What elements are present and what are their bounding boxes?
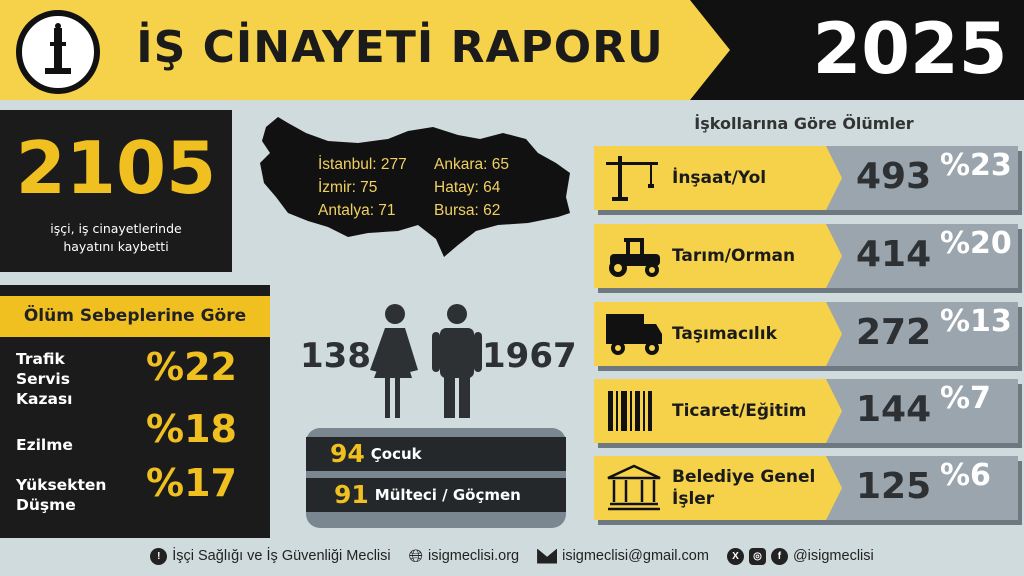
cause-item: Ezilme %18: [16, 410, 266, 455]
man-icon: [432, 304, 482, 418]
sector-label: Taşımacılık: [672, 324, 777, 344]
sector-row: Tarım/Orman 414 %20: [594, 224, 1018, 288]
sector-count: 144: [856, 389, 932, 430]
tractor-icon: [604, 232, 664, 280]
sector-row: Ticaret/Eğitim 144 %7: [594, 379, 1018, 443]
sector-pct: %13: [940, 304, 1012, 339]
cause-pct: %17: [146, 461, 237, 505]
city-stat: Bursa: 62: [434, 202, 501, 219]
sector-pct: %6: [940, 458, 991, 493]
facebook-icon[interactable]: f: [770, 547, 788, 565]
sector-count: 125: [856, 466, 932, 507]
footer: ! İşçi Sağlığı ve İş Güvenliği Meclisi 🌐︎…: [0, 540, 1024, 572]
sector-count: 272: [856, 312, 932, 353]
people-icon: [370, 304, 482, 418]
group-row-children: 94 Çocuk: [306, 437, 566, 471]
x-icon[interactable]: X: [726, 547, 744, 565]
city-stat: Ankara: 65: [434, 156, 509, 173]
footer-org: İşçi Sağlığı ve İş Güvenliği Meclisi: [172, 548, 391, 564]
sector-count: 414: [856, 234, 932, 275]
city-stat: Antalya: 71: [318, 202, 396, 219]
sector-label-bg: [594, 146, 842, 210]
group-label: Çocuk: [370, 445, 422, 463]
truck-icon: [604, 310, 664, 358]
tower-icon: [45, 23, 71, 74]
men-count: 1967: [482, 336, 577, 376]
sector-label: Belediye Genel İşler: [672, 467, 816, 509]
sector-pct: %20: [940, 226, 1012, 261]
sector-row: Belediye Genel İşler 125 %6: [594, 456, 1018, 520]
cause-label: Trafik Servis Kazası: [16, 350, 73, 408]
sector-label: Ticaret/Eğitim: [672, 401, 807, 421]
cause-label: Yüksekten Düşme: [16, 476, 107, 514]
cause-item: Trafik Servis Kazası: [16, 349, 106, 409]
sectors-title: İşkollarına Göre Ölümler: [694, 114, 914, 133]
group-row-migrants: 91 Mülteci / Göçmen: [306, 478, 566, 512]
sector-row: İnşaat/Yol 493 %23: [594, 146, 1018, 210]
cause-pct: %22: [146, 345, 237, 389]
city-stats: İstanbul: 277 Ankara: 65 İzmir: 75 Hatay…: [318, 156, 568, 220]
cause-item: Yüksekten Düşme: [16, 475, 126, 515]
total-deaths-value: 2105: [15, 126, 217, 210]
turkey-map: [260, 117, 570, 257]
report-year: 2025: [812, 8, 1008, 90]
group-count: 94: [330, 439, 365, 468]
city-stat: İstanbul: 277: [318, 156, 407, 173]
sector-label: Tarım/Orman: [672, 246, 796, 266]
total-caption-1: işçi, iş cinayetlerinde: [50, 221, 182, 236]
footer-website[interactable]: isigmeclisi.org: [428, 548, 520, 564]
cause-pct: %18: [146, 407, 237, 451]
city-stat: Hatay: 64: [434, 179, 501, 196]
footer-email[interactable]: isigmeclisi@gmail.com: [562, 548, 709, 564]
footer-social[interactable]: @isigmeclisi: [792, 548, 874, 564]
logo: [16, 10, 100, 94]
page-title: İŞ CİNAYETİ RAPORU: [136, 22, 664, 73]
causes-panel: Ölüm Sebeplerine Göre Trafik Servis Kaza…: [0, 285, 270, 538]
crane-icon: [604, 154, 664, 202]
year-banner: [690, 0, 1024, 100]
globe-icon: 🌐︎: [408, 545, 424, 566]
instagram-icon[interactable]: ◎: [748, 547, 766, 565]
mail-icon: [537, 548, 558, 564]
group-count: 91: [334, 480, 369, 509]
sector-row: Taşımacılık 272 %13: [594, 302, 1018, 366]
city-stat: İzmir: 75: [318, 179, 378, 196]
women-count: 138: [300, 336, 371, 376]
sector-label: İnşaat/Yol: [672, 168, 767, 188]
woman-icon: [370, 304, 418, 418]
barcode-icon: [604, 387, 664, 435]
logo-icon: !: [150, 547, 168, 565]
causes-title: Ölüm Sebeplerine Göre: [0, 296, 270, 337]
cause-label: Ezilme: [16, 436, 73, 454]
sector-count: 493: [856, 156, 932, 197]
group-label: Mülteci / Göçmen: [374, 486, 521, 504]
total-deaths-box: 2105 işçi, iş cinayetlerinde hayatını ka…: [0, 110, 232, 272]
sector-pct: %23: [940, 148, 1012, 183]
total-caption-2: hayatını kaybetti: [63, 239, 169, 254]
building-icon: [604, 464, 664, 512]
groups-box: 94 Çocuk 91 Mülteci / Göçmen: [306, 428, 566, 528]
sector-pct: %7: [940, 381, 991, 416]
